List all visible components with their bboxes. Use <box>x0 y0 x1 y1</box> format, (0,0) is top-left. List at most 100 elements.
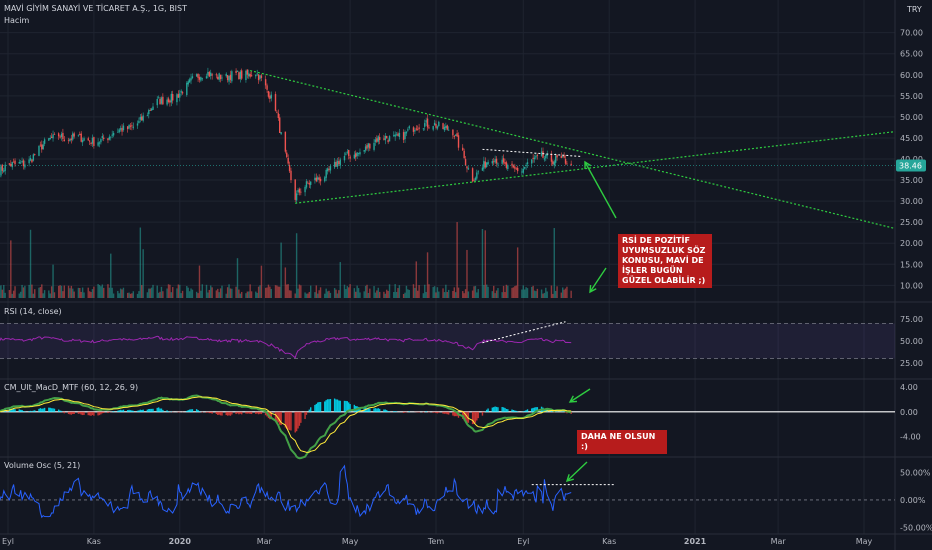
volume-bar <box>377 287 379 298</box>
rsi-tick: 75.00 <box>900 315 923 324</box>
macd-histogram-bar <box>34 410 36 412</box>
macd-histogram-bar <box>239 411 242 414</box>
volume-bar <box>43 290 46 298</box>
candle-body <box>447 129 450 131</box>
candle-body <box>346 151 349 153</box>
macd-histogram-bar <box>229 411 232 416</box>
macd-histogram-bar <box>326 399 329 412</box>
candle-body <box>187 81 189 85</box>
macd-histogram-bar <box>264 411 267 416</box>
volume-bar <box>107 284 109 298</box>
candle-body <box>170 93 173 103</box>
volume-bar <box>324 293 326 298</box>
candle-body <box>404 131 406 140</box>
macd-histogram-bar <box>12 408 15 412</box>
macd-histogram-bar <box>336 399 339 412</box>
candle-body <box>445 126 447 129</box>
candle-body <box>83 138 85 141</box>
candle-body <box>219 74 222 80</box>
volume-bar <box>60 285 63 298</box>
macd-histogram-bar <box>218 411 220 415</box>
volume-bar <box>264 287 267 298</box>
volume-bar <box>383 291 385 298</box>
candle-body <box>328 168 330 171</box>
volume-bar <box>186 285 188 298</box>
macd-histogram-bar <box>335 399 337 412</box>
volume-bar <box>279 286 281 298</box>
macd-histogram-bar <box>314 404 316 412</box>
volume-bar <box>525 287 527 298</box>
candle-body <box>24 164 26 168</box>
volume-bar <box>139 227 142 298</box>
macd-histogram-bar <box>146 409 149 412</box>
candle-body <box>398 132 401 137</box>
macd-histogram-bar <box>443 411 446 414</box>
macd-histogram-bar <box>378 408 381 412</box>
candle-body <box>22 160 25 167</box>
volume-bar <box>415 261 417 298</box>
candle-body <box>257 74 260 81</box>
volume-bar <box>118 293 120 298</box>
candle-body <box>146 115 149 117</box>
volume-bar <box>328 290 330 298</box>
macd-histogram-bar <box>188 409 191 412</box>
candle-body <box>297 189 299 193</box>
volume-bar <box>98 285 101 298</box>
price-tick: 70.00 <box>900 29 923 38</box>
macd-histogram-bar <box>504 407 506 412</box>
macd-histogram-bar <box>274 411 277 421</box>
macd-histogram-bar <box>210 411 212 414</box>
volume-bar <box>219 288 222 298</box>
macd-histogram-bar <box>288 411 291 431</box>
macd-histogram-bar <box>162 409 164 412</box>
volume-bar <box>1 289 4 298</box>
volume-bar <box>88 291 91 298</box>
volume-bar <box>326 291 329 298</box>
price-tick: 20.00 <box>900 239 923 248</box>
volume-bar <box>318 290 320 298</box>
vosc-panel <box>0 464 895 519</box>
candle-body <box>335 161 337 167</box>
candle-body <box>494 159 496 163</box>
macd-histogram-bar <box>393 411 395 412</box>
candle-body <box>218 73 220 80</box>
macd-histogram-bar <box>108 411 111 413</box>
volume-bar <box>564 288 567 298</box>
volume-bar <box>100 286 102 298</box>
macd-histogram-bar <box>295 411 298 432</box>
macd-histogram-bar <box>136 410 139 412</box>
candle-body <box>93 137 95 146</box>
volume-bar <box>402 293 405 298</box>
candle-body <box>493 161 495 163</box>
volume-bar <box>471 290 474 298</box>
candle-body <box>235 70 237 74</box>
volume-bar <box>181 290 184 298</box>
macd-histogram-bar <box>476 411 478 421</box>
volume-bar <box>250 291 253 298</box>
volume-bar <box>286 284 288 298</box>
candle-body <box>393 135 395 136</box>
macd-histogram-bar <box>294 411 296 433</box>
volume-bar <box>126 292 129 298</box>
volume-bar <box>369 288 371 298</box>
candle-body <box>266 85 268 90</box>
candle-body <box>101 136 104 139</box>
macd-histogram-bar <box>98 411 101 416</box>
volume-bar <box>249 284 251 298</box>
rsi-tick: 25.00 <box>900 359 923 368</box>
volume-bar <box>122 287 125 298</box>
volume-bar <box>176 288 178 298</box>
macd-tick: 4.00 <box>900 383 918 392</box>
candle-body <box>383 138 385 140</box>
macd-histogram-bar <box>245 411 247 414</box>
candle-body <box>200 77 202 81</box>
candle-body <box>67 139 70 141</box>
volume-bar <box>24 285 26 298</box>
candle-body <box>18 161 20 164</box>
time-tick: Mar <box>257 537 273 546</box>
volume-bar <box>235 286 237 298</box>
volume-bar <box>239 293 242 298</box>
macd-histogram-bar <box>270 411 272 419</box>
candle-body <box>373 142 375 150</box>
